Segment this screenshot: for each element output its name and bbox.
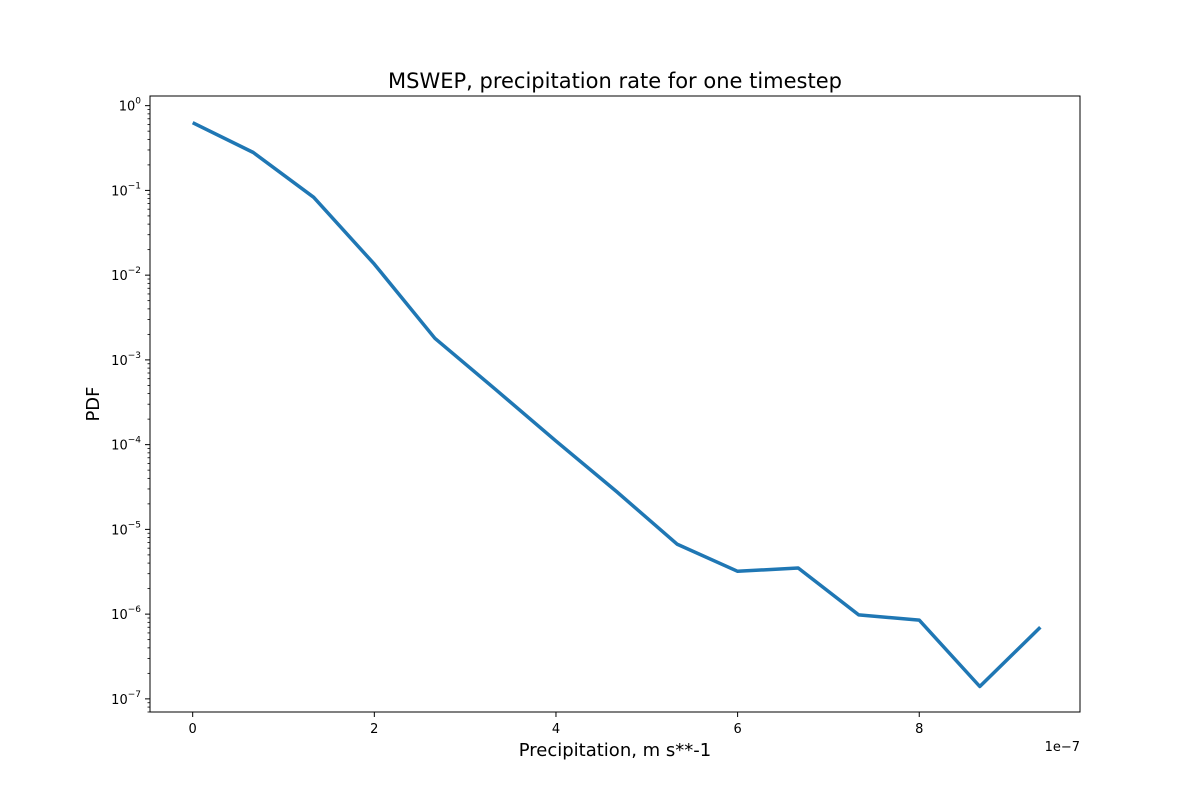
y-tick-label: 10−4 <box>111 436 141 454</box>
series-layer <box>191 121 1042 689</box>
x-axis-offset-label: 1e−7 <box>1045 740 1080 755</box>
plot-area-background <box>150 96 1080 712</box>
y-tick-label: 10−2 <box>111 266 141 284</box>
y-tick-label: 10−3 <box>111 351 141 369</box>
y-tick-label: 10−6 <box>111 605 141 623</box>
y-tick-label: 100 <box>119 97 142 115</box>
y-axis-title: PDF <box>83 386 104 421</box>
series-line <box>191 121 1042 689</box>
y-tick-label: 10−5 <box>111 520 141 538</box>
y-tick-label: 10−7 <box>111 690 141 708</box>
x-axis-title: Precipitation, m s**-1 <box>519 740 712 761</box>
x-tick-label: 4 <box>552 722 560 737</box>
x-tick-label: 2 <box>370 722 378 737</box>
chart-title: MSWEP, precipitation rate for one timest… <box>388 69 842 93</box>
y-tick-label: 10−1 <box>111 181 141 199</box>
y-axis-ticks: 10−7 10−6 10−5 10−4 10−3 10−2 10−1 100 <box>111 97 150 713</box>
x-tick-label: 8 <box>915 722 923 737</box>
x-axis-ticks: 0 2 4 6 8 <box>189 712 923 737</box>
x-tick-label: 6 <box>733 722 741 737</box>
x-tick-label: 0 <box>189 722 197 737</box>
